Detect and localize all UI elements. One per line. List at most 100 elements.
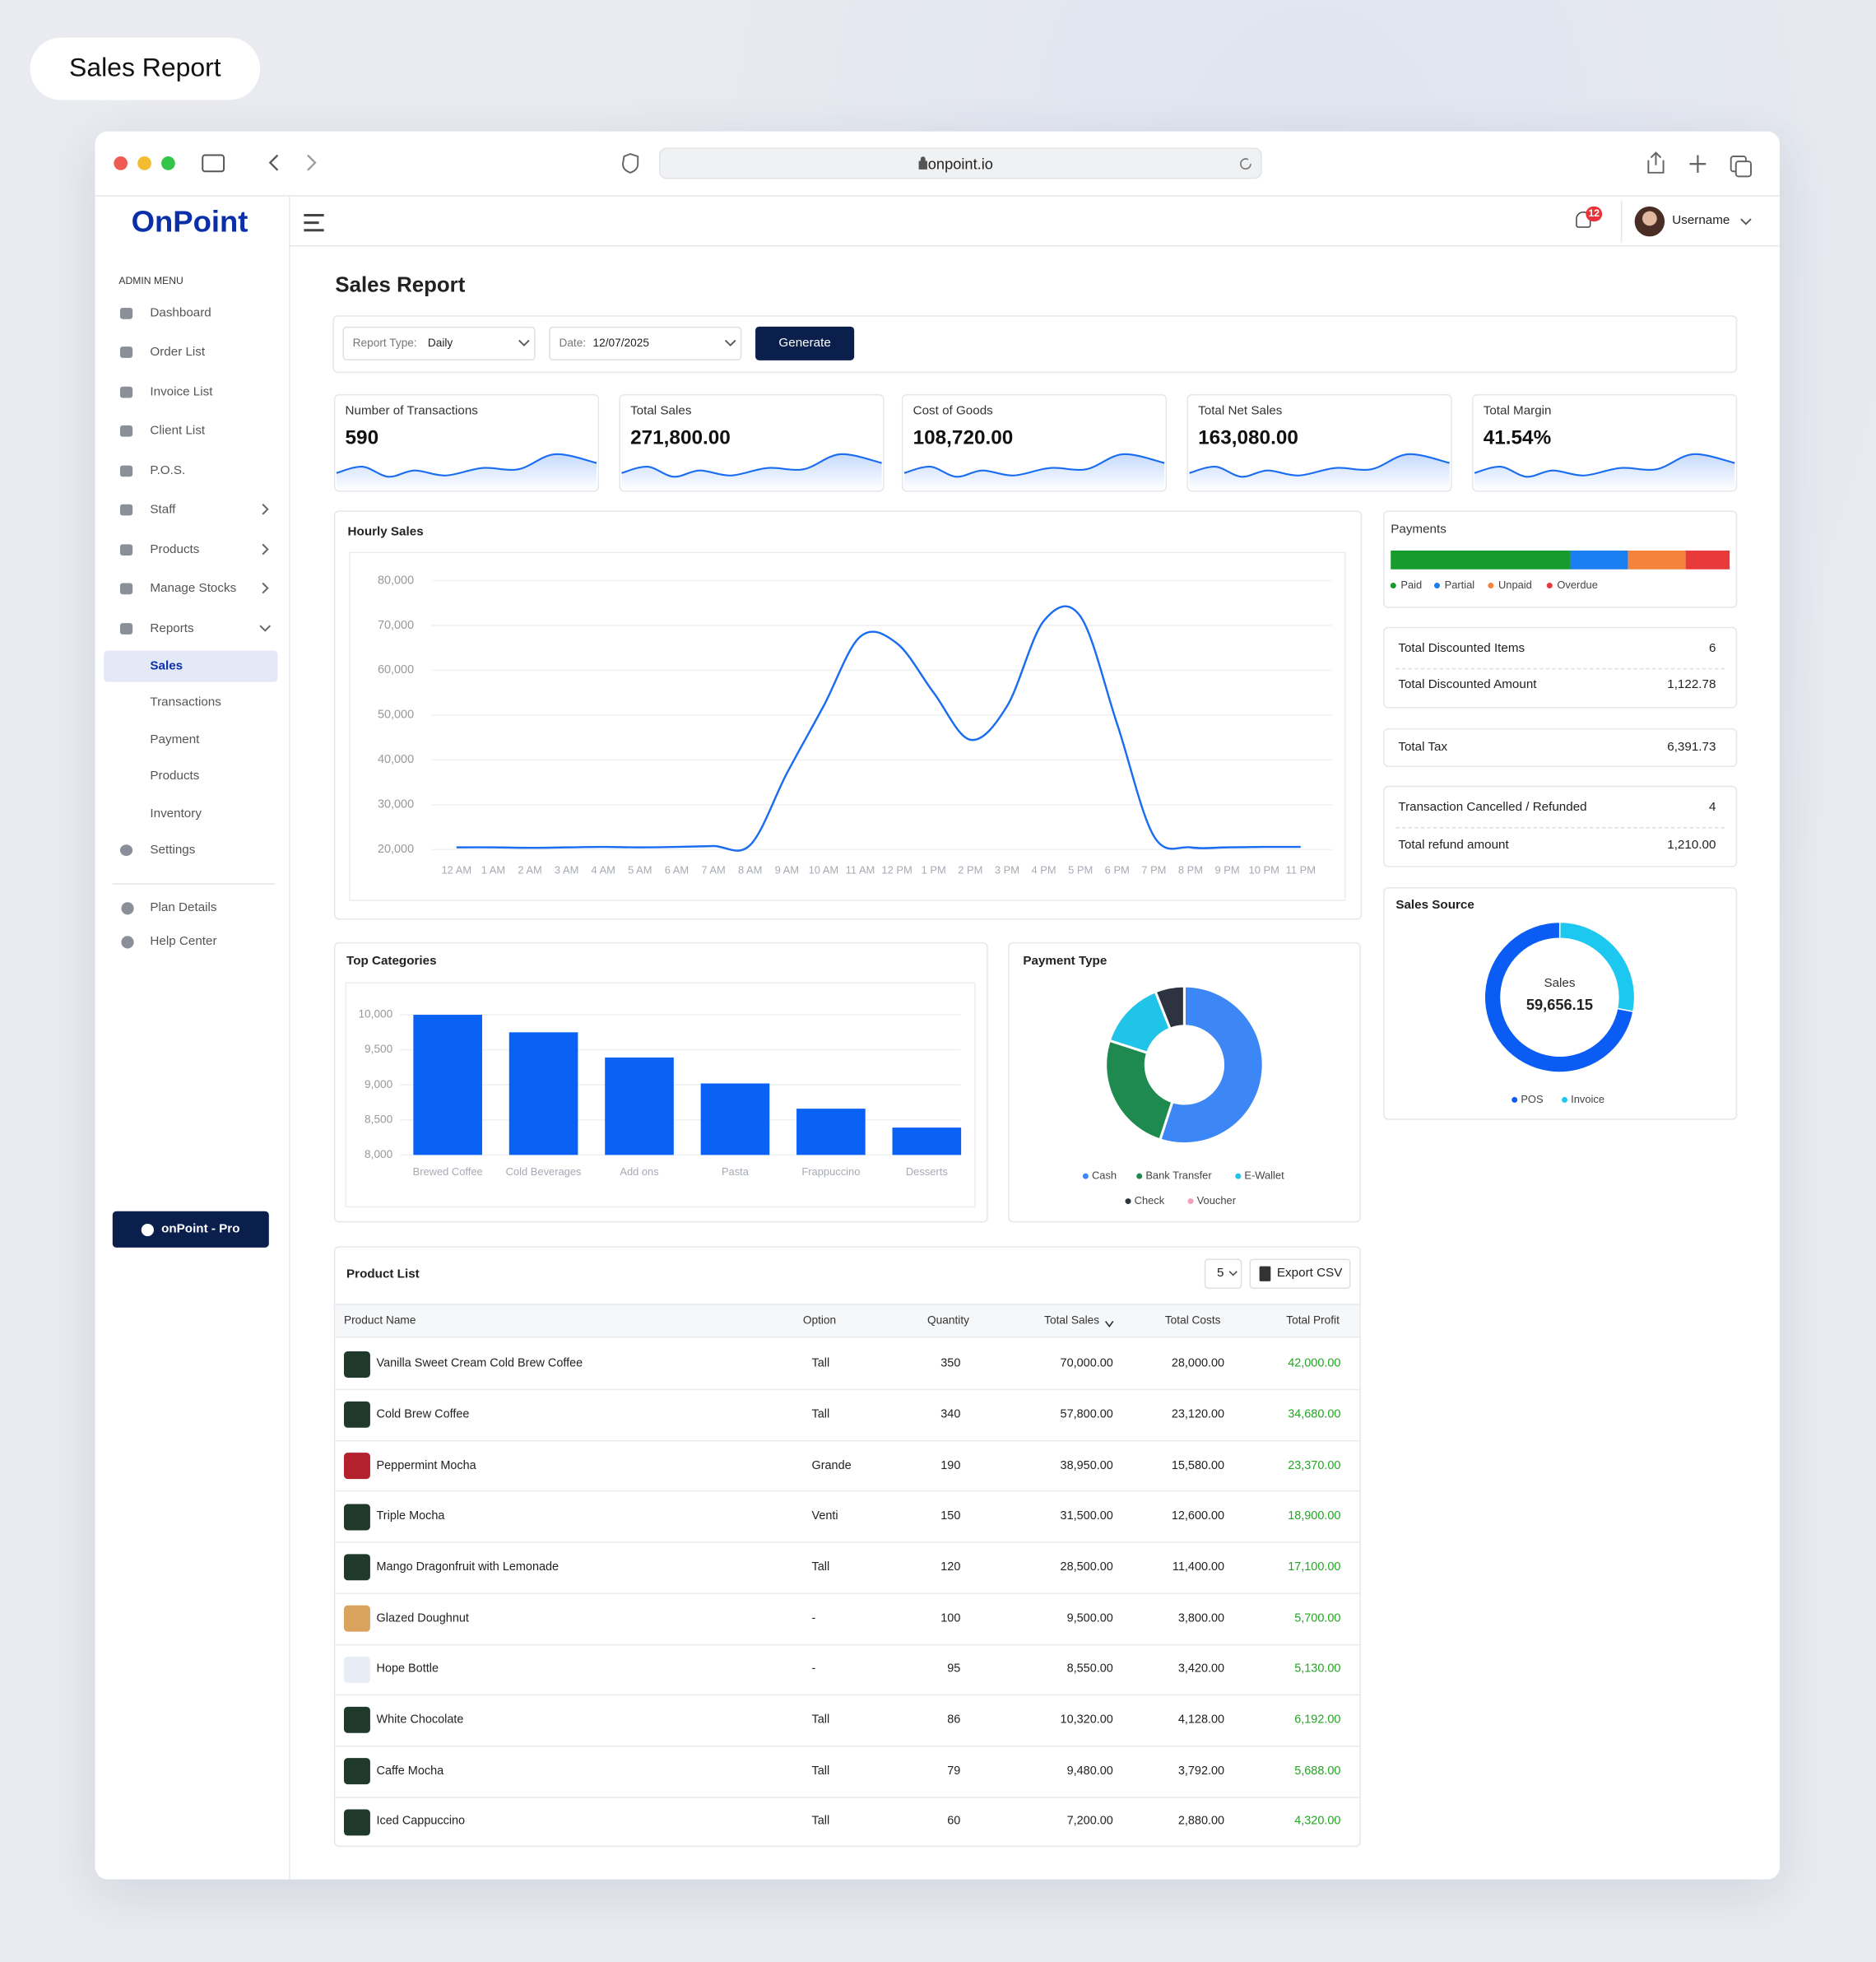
- page-size-select[interactable]: [1204, 1258, 1242, 1290]
- summary-label: Total refund amount: [1398, 838, 1509, 853]
- row-separator: [1395, 826, 1725, 829]
- table-cell: 70,000.00: [1060, 1356, 1113, 1371]
- export-icon: [1259, 1266, 1271, 1281]
- table-cell: 7,200.00: [1066, 1815, 1113, 1829]
- row-separator: [335, 1541, 1360, 1543]
- product-thumbnail: [344, 1707, 370, 1734]
- table-cell: Cold Brew Coffee: [376, 1407, 470, 1421]
- table-cell: 38,950.00: [1060, 1458, 1113, 1472]
- chevron-icon: [262, 504, 269, 515]
- menu-separator: [112, 883, 276, 885]
- date-value: 12/07/2025: [592, 337, 649, 350]
- submenu-item[interactable]: Transactions: [150, 695, 221, 709]
- username[interactable]: Username: [1672, 213, 1730, 228]
- row-separator: [335, 1796, 1360, 1798]
- table-cell: 12,600.00: [1171, 1509, 1225, 1523]
- menu-item[interactable]: Invoice List: [150, 384, 213, 399]
- chevron: [262, 582, 269, 594]
- pro-button[interactable]: [112, 1211, 269, 1248]
- kpi-value: 590: [345, 428, 379, 449]
- url: onpoint.io: [927, 154, 993, 173]
- date-select[interactable]: [549, 326, 742, 360]
- notification-badge: [1586, 206, 1603, 222]
- summary-value: 1,210.00: [1667, 838, 1716, 853]
- export-label[interactable]: Export CSV: [1276, 1266, 1343, 1281]
- table-cell: 6,192.00: [1294, 1713, 1341, 1727]
- submenu-item[interactable]: Inventory: [150, 807, 202, 821]
- table-cell: 34,680.00: [1288, 1407, 1341, 1421]
- export-button[interactable]: [1249, 1258, 1351, 1290]
- summary-label: Total Tax: [1398, 740, 1448, 755]
- kpi-label: Total Margin: [1483, 403, 1552, 418]
- submenu-item[interactable]: Sales: [150, 658, 183, 673]
- hamburger-line[interactable]: [304, 221, 319, 224]
- kpi-label: Total Net Sales: [1198, 403, 1283, 418]
- avatar[interactable]: [1634, 206, 1665, 237]
- menu-item[interactable]: Staff: [150, 502, 176, 517]
- header-divider: [289, 244, 1780, 247]
- menu-item[interactable]: Reports: [150, 621, 194, 636]
- table-cell: Tall: [811, 1764, 830, 1778]
- table-cell: Venti: [811, 1509, 838, 1523]
- report-type-label: Report Type:: [352, 337, 417, 350]
- table-cell: 3,800.00: [1177, 1611, 1225, 1625]
- menu-item[interactable]: Dashboard: [150, 306, 211, 320]
- submenu-item[interactable]: Payment: [150, 732, 200, 747]
- menu-icon: [121, 936, 134, 949]
- column-header[interactable]: Total Sales: [1044, 1314, 1100, 1327]
- menu-icon: [119, 386, 133, 398]
- column-header: Quantity: [927, 1314, 969, 1327]
- window-control[interactable]: [137, 156, 151, 170]
- row-separator: [335, 1694, 1360, 1696]
- product-thumbnail: [344, 1453, 370, 1479]
- menu-item[interactable]: Order List: [150, 345, 206, 360]
- table-cell: Tall: [811, 1815, 830, 1829]
- table-cell: 60: [947, 1815, 961, 1829]
- table-cell: Tall: [811, 1713, 830, 1727]
- window-control[interactable]: [114, 156, 128, 170]
- chart-title: Sales Source: [1395, 898, 1474, 913]
- column-header: Total Costs: [1164, 1314, 1221, 1327]
- url-bar[interactable]: [659, 147, 1262, 179]
- kpi-value: 271,800.00: [630, 428, 731, 449]
- menu-item[interactable]: Manage Stocks: [150, 581, 237, 596]
- table-cell: White Chocolate: [376, 1713, 464, 1727]
- summary-value: 1,122.78: [1667, 677, 1716, 692]
- menu-icon: [119, 623, 133, 635]
- generate-button[interactable]: [755, 326, 855, 360]
- window-control[interactable]: [161, 156, 175, 170]
- row-separator: [335, 1490, 1360, 1492]
- menu-item[interactable]: P.O.S.: [150, 463, 186, 478]
- menu-item[interactable]: Help Center: [150, 934, 217, 949]
- chart-frame: [349, 551, 1346, 901]
- submenu-item[interactable]: Products: [150, 769, 200, 783]
- table-title: Product List: [346, 1267, 420, 1281]
- menu-item[interactable]: Plan Details: [150, 900, 217, 915]
- product-thumbnail: [344, 1809, 370, 1836]
- row-separator: [335, 1388, 1360, 1391]
- menu-icon: [119, 504, 133, 516]
- menu-icon: [121, 902, 134, 915]
- product-thumbnail: [344, 1605, 370, 1632]
- menu-chevron: [257, 578, 274, 597]
- hamburger-line[interactable]: [304, 213, 324, 216]
- menu-chevron: [257, 500, 274, 519]
- table-cell: Tall: [811, 1407, 830, 1421]
- page-size[interactable]: 5: [1216, 1266, 1224, 1281]
- product-list-card: [333, 1246, 1361, 1848]
- menu-item[interactable]: Client List: [150, 424, 206, 438]
- report-type-select[interactable]: [342, 326, 536, 360]
- product-thumbnail: [344, 1554, 370, 1581]
- table-cell: Vanilla Sweet Cream Cold Brew Coffee: [376, 1356, 583, 1371]
- menu-item[interactable]: Settings: [150, 843, 196, 858]
- hamburger-line[interactable]: [304, 229, 324, 231]
- menu-icon: [119, 308, 133, 319]
- menu-item[interactable]: Products: [150, 542, 200, 557]
- report-type-value: Daily: [427, 337, 453, 350]
- table-cell: 86: [947, 1713, 961, 1727]
- table-cell: 350: [940, 1356, 961, 1371]
- chart-title: Hourly Sales: [347, 525, 424, 539]
- table-cell: 23,370.00: [1288, 1458, 1341, 1472]
- table-cell: Hope Bottle: [376, 1662, 439, 1676]
